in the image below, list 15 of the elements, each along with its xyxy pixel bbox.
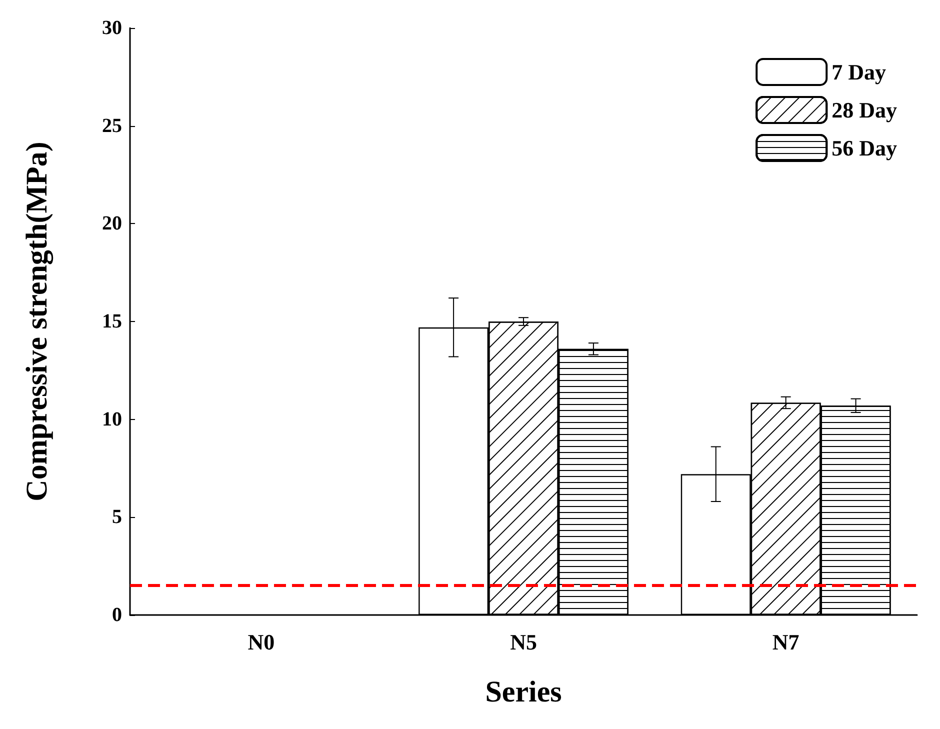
x-tick-label: N5 [510, 630, 537, 654]
y-axis-title: Compressive strength(MPa) [20, 142, 54, 502]
x-tick-label: N0 [248, 630, 275, 654]
x-tick-label: N7 [772, 630, 800, 654]
y-tick-label: 25 [102, 114, 122, 137]
y-tick-label: 20 [102, 212, 122, 235]
legend-label: 7 Day [832, 60, 886, 84]
x-axis-title: Series [485, 676, 562, 708]
legend-label: 28 Day [832, 98, 898, 122]
y-tick-label: 5 [112, 506, 122, 528]
y-tick-label: 10 [102, 408, 122, 430]
legend-label: 56 Day [832, 136, 898, 160]
y-tick-label: 15 [102, 310, 122, 332]
y-tick-label: 30 [102, 17, 122, 39]
y-tick-label: 0 [112, 604, 122, 626]
